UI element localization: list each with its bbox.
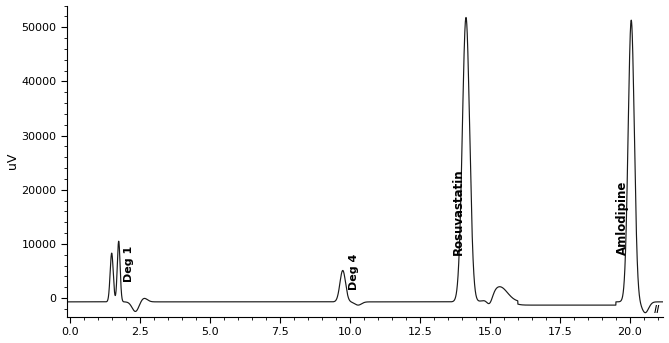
Text: II: II: [654, 305, 660, 315]
Text: Deg 4: Deg 4: [349, 253, 359, 290]
Text: Amlodipine: Amlodipine: [616, 180, 629, 255]
Text: Deg 1: Deg 1: [124, 246, 134, 282]
Y-axis label: uV: uV: [5, 153, 19, 169]
Text: Rosuvastatin: Rosuvastatin: [452, 168, 465, 255]
